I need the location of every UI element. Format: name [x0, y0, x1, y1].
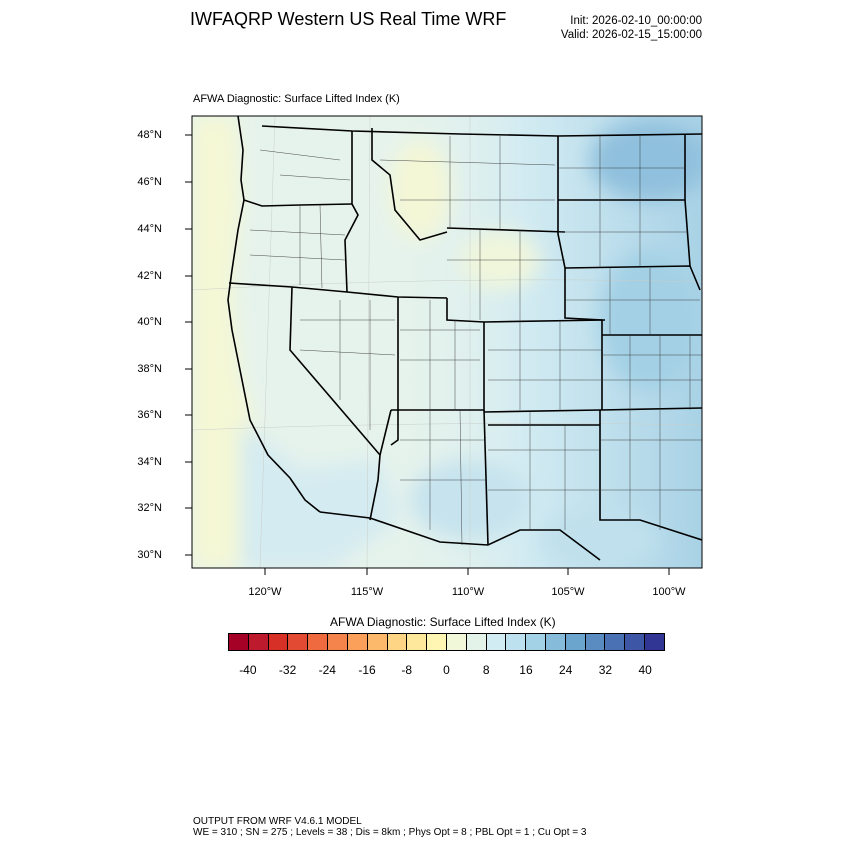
- colorbar-box: [407, 634, 428, 650]
- map-frame: [191, 115, 703, 569]
- lon-label: 115°W: [350, 586, 384, 598]
- lat-label: 32°N: [137, 502, 162, 514]
- state-borders: [227, 116, 702, 561]
- colorbar-label: 8: [482, 663, 490, 677]
- lon-label: 105°W: [551, 586, 585, 598]
- colorbar-box: [427, 634, 447, 650]
- colorbar-box: [288, 634, 309, 650]
- valid-time: Valid: 2026-02-15_15:00:00: [560, 29, 702, 41]
- colorbar-box: [347, 634, 368, 650]
- lat-label: 40°N: [137, 316, 162, 328]
- footer-model: OUTPUT FROM WRF V4.6.1 MODEL: [193, 816, 362, 827]
- colorbar-box: [645, 634, 664, 650]
- colorbar-label: 32: [598, 663, 613, 677]
- lat-label: 48°N: [137, 129, 162, 141]
- colorbar-box: [585, 634, 606, 650]
- lat-label: 38°N: [137, 363, 162, 375]
- run-times: Init: 2026-02-10_00:00:00 Valid: 2026-02…: [561, 14, 702, 42]
- lat-label: 30°N: [137, 549, 162, 561]
- colorbar-label: -40: [239, 663, 257, 677]
- colorbar-label: -8: [401, 663, 413, 677]
- colorbar-label: 40: [638, 663, 652, 677]
- colorbar-box: [565, 634, 586, 650]
- lon-label: 100°W: [652, 586, 686, 598]
- plot-title: IWFAQRP Western US Real Time WRF: [190, 9, 507, 29]
- colorbar-label: -32: [278, 663, 297, 677]
- colorbar-box: [308, 634, 329, 650]
- map-field: [192, 116, 702, 568]
- colorbar: [228, 633, 665, 651]
- lat-label: 44°N: [137, 223, 162, 235]
- colorbar-box: [526, 634, 546, 650]
- colorbar-box: [625, 634, 646, 650]
- colorbar-label: -16: [358, 663, 376, 677]
- footer-config: WE = 310 ; SN = 275 ; Levels = 38 ; Dis …: [193, 827, 587, 838]
- axis-ticks: [185, 134, 670, 575]
- colorbar-box: [605, 634, 626, 650]
- colorbar-label: 24: [558, 663, 573, 677]
- colorbar-box: [466, 634, 487, 650]
- colorbar-box: [546, 634, 566, 650]
- colorbar-box: [446, 634, 467, 650]
- lat-label: 46°N: [137, 176, 162, 188]
- init-time: Init: 2026-02-10_00:00:00: [570, 15, 702, 27]
- colorbar-box: [248, 634, 269, 650]
- lon-label: 110°W: [451, 586, 485, 598]
- colorbar-title: AFWA Diagnostic: Surface Lifted Index (K…: [330, 615, 556, 629]
- colorbar-box: [506, 634, 527, 650]
- lon-label: 120°W: [248, 586, 282, 598]
- lat-label: 34°N: [137, 456, 162, 468]
- lat-label: 36°N: [137, 409, 162, 421]
- colorbar-label: -24: [318, 663, 336, 677]
- colorbar-label: 16: [519, 663, 533, 677]
- colorbar-box: [229, 634, 249, 650]
- field-subtitle: AFWA Diagnostic: Surface Lifted Index (K…: [193, 93, 400, 105]
- colorbar-box: [367, 634, 388, 650]
- lat-label: 42°N: [137, 270, 162, 282]
- county-borders: [249, 136, 702, 546]
- colorbar-label: 0: [443, 663, 450, 677]
- colorbar-box: [486, 634, 507, 650]
- colorbar-box: [328, 634, 348, 650]
- colorbar-box: [268, 634, 289, 650]
- colorbar-box: [387, 634, 408, 650]
